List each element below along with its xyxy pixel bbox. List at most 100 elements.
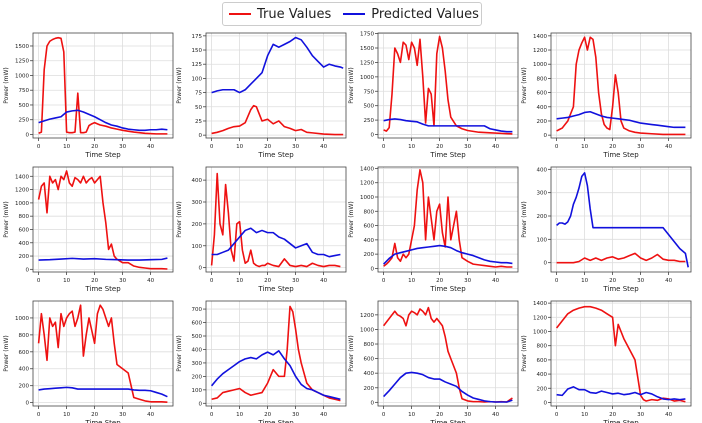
y-tick-label: 600 — [537, 358, 548, 364]
x-tick-label: 0 — [210, 278, 214, 284]
y-tick-label: 400 — [19, 367, 30, 373]
y-tick-label: 0 — [26, 132, 30, 138]
x-tick-label: 30 — [637, 278, 644, 284]
x-tick-label: 0 — [37, 144, 41, 150]
y-tick-label: 200 — [192, 222, 203, 228]
y-tick-label: 600 — [192, 321, 203, 327]
y-tick-label: 400 — [192, 178, 203, 184]
x-tick-label: 40 — [147, 278, 154, 284]
x-axis-label: Time Step — [602, 151, 639, 159]
y-tick-label: 1250 — [15, 59, 29, 65]
x-tick-label: 0 — [37, 278, 41, 284]
x-tick-label: 40 — [492, 278, 499, 284]
x-tick-label: 10 — [63, 278, 70, 284]
x-tick-label: 30 — [119, 412, 126, 418]
predicted-values-line — [556, 172, 689, 268]
x-tick-label: 20 — [609, 412, 616, 418]
y-tick-label: 200 — [364, 386, 375, 392]
x-tick-label: 40 — [147, 144, 154, 150]
predicted-values-line — [383, 118, 513, 133]
y-tick-label: 25 — [195, 119, 202, 125]
x-tick-label: 40 — [665, 278, 672, 284]
x-tick-label: 20 — [91, 144, 98, 150]
y-tick-label: 800 — [364, 209, 375, 215]
y-tick-label: 100 — [192, 244, 203, 250]
y-tick-label: 0 — [544, 261, 548, 267]
y-tick-label: 600 — [19, 350, 30, 356]
y-tick-label: 600 — [364, 224, 375, 230]
predicted-values-line — [211, 227, 341, 258]
x-axis-label: Time Step — [257, 419, 294, 423]
legend-item-predicted: Predicted Values — [343, 7, 479, 22]
y-tick-label: 0 — [544, 400, 548, 406]
x-tick-label: 0 — [555, 144, 559, 150]
x-tick-label: 0 — [382, 144, 386, 150]
true-values-line — [38, 36, 168, 135]
x-tick-label: 20 — [609, 278, 616, 284]
y-tick-label: 0 — [199, 266, 203, 272]
x-axis-label: Time Step — [602, 419, 639, 423]
y-tick-label: 0 — [371, 133, 375, 139]
y-tick-label: 1400 — [360, 166, 374, 172]
plot-frame — [550, 166, 692, 273]
x-tick-label: 10 — [63, 144, 70, 150]
legend: True Values Predicted Values — [222, 2, 482, 26]
y-tick-label: 1200 — [360, 181, 374, 187]
y-axis-label: Power (mW) — [176, 201, 183, 238]
legend-swatch-predicted — [343, 13, 366, 15]
plot-frame — [550, 300, 692, 407]
y-tick-label: 400 — [192, 347, 203, 353]
y-tick-label: 200 — [537, 214, 548, 220]
predicted-values-line — [38, 386, 168, 398]
chart-3: 0 10 20 30 40 0 250 500 750 1000 1250 1500 1750 Time … — [348, 32, 519, 159]
y-tick-label: 1750 — [360, 32, 374, 38]
y-tick-label: 600 — [364, 357, 375, 363]
y-tick-label: 800 — [537, 344, 548, 350]
x-tick-label: 10 — [581, 412, 588, 418]
y-tick-label: 125 — [192, 62, 203, 68]
y-tick-label: 1000 — [533, 62, 547, 68]
predicted-values-line — [556, 110, 686, 129]
plot-frame — [205, 300, 347, 407]
x-tick-label: 30 — [637, 412, 644, 418]
plot-frame — [32, 32, 174, 139]
y-tick-label: 1400 — [533, 34, 547, 40]
true-values-line — [383, 169, 513, 268]
y-axis-label: Power (mW) — [521, 335, 528, 372]
x-tick-label: 30 — [464, 144, 471, 150]
y-tick-label: 200 — [19, 254, 30, 260]
x-tick-label: 40 — [320, 412, 327, 418]
y-tick-label: 0 — [26, 267, 30, 273]
x-tick-label: 20 — [436, 144, 443, 150]
y-tick-label: 1000 — [15, 316, 29, 322]
y-axis-label: Power (mW) — [3, 201, 10, 238]
legend-label-true: True Values — [257, 6, 332, 22]
y-tick-label: 300 — [537, 191, 548, 197]
y-tick-label: 800 — [19, 214, 30, 220]
true-values-line — [37, 304, 168, 403]
x-tick-label: 0 — [555, 278, 559, 284]
y-tick-label: 1000 — [15, 73, 29, 79]
predicted-values-line — [38, 109, 168, 132]
predicted-values-line — [383, 371, 513, 403]
y-tick-label: 1250 — [360, 60, 374, 66]
predicted-values-line — [38, 257, 168, 261]
x-tick-label: 10 — [581, 144, 588, 150]
x-axis-label: Time Step — [257, 285, 294, 293]
true-values-line — [556, 252, 686, 264]
y-tick-label: 400 — [364, 238, 375, 244]
plot-frame — [32, 166, 174, 273]
y-tick-label: 1000 — [360, 327, 374, 333]
y-tick-label: 0 — [199, 401, 203, 407]
plot-frame — [550, 32, 692, 139]
x-axis-label: Time Step — [257, 151, 294, 159]
x-tick-label: 30 — [464, 412, 471, 418]
true-values-line — [211, 104, 344, 136]
x-tick-label: 0 — [382, 412, 386, 418]
y-tick-label: 200 — [19, 384, 30, 390]
chart-2: 0 10 20 30 40 0 25 50 75 100 125 150 175 Time Step Pow… — [176, 32, 347, 159]
y-tick-label: 50 — [195, 105, 202, 111]
x-tick-label: 20 — [264, 144, 271, 150]
y-tick-label: 400 — [537, 167, 548, 173]
